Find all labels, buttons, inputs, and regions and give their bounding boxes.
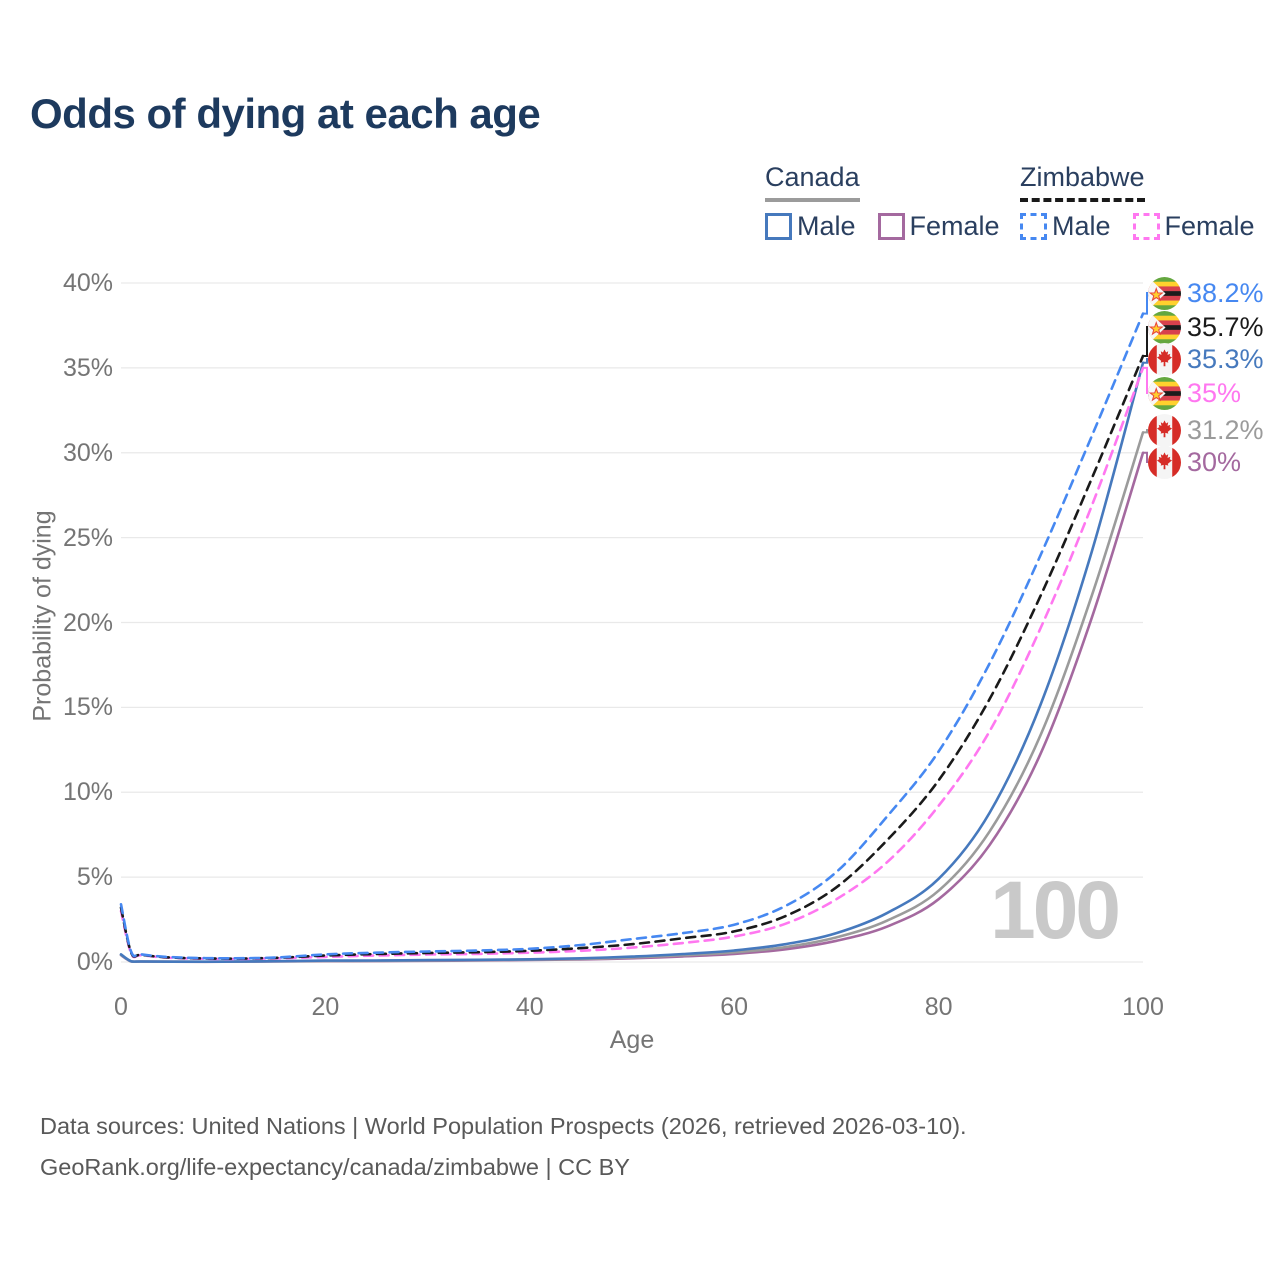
y-tick-label: 10% <box>62 778 113 807</box>
legend-swatch-canada_female[interactable] <box>877 213 905 240</box>
x-tick-label: 80 <box>924 993 953 1021</box>
legend-item-canada-male[interactable]: Male <box>765 211 856 242</box>
y-tick-label: 40% <box>62 269 113 297</box>
x-axis-title: Age <box>609 1026 655 1054</box>
legend-item-canada-female[interactable]: Female <box>877 211 1000 242</box>
footer-data-sources: Data sources: United Nations | World Pop… <box>40 1113 967 1139</box>
legend-country-zimbabwe: Zimbabwe <box>1020 162 1145 202</box>
legend-swatch-zimbabwe_male[interactable] <box>1020 213 1047 240</box>
footer: Data sources: United Nations | World Pop… <box>40 1106 967 1188</box>
series-line-canada_male <box>119 361 1145 963</box>
zimbabwe-flag-icon <box>1148 276 1181 310</box>
legend-label: Male <box>1052 211 1111 241</box>
end-label-canada_all: 31.2% <box>1148 413 1264 447</box>
x-tick-label: 20 <box>311 993 340 1021</box>
zimbabwe-flag-icon <box>1148 376 1181 410</box>
end-label-canada_male: 35.3% <box>1148 342 1264 376</box>
x-tick-label: 100 <box>1122 993 1164 1021</box>
y-tick-label: 35% <box>62 353 113 382</box>
page-title: Odds of dying at each age <box>30 90 541 137</box>
legend-label: Female <box>909 211 1000 241</box>
legend-group-canada: Canada Male Female <box>765 162 1022 242</box>
end-label-zimbabwe_female: 35% <box>1148 376 1241 410</box>
legend-label: Female <box>1164 211 1255 241</box>
end-label-value: 38.2% <box>1187 277 1264 308</box>
end-label-value: 35.7% <box>1187 311 1264 342</box>
end-label-value: 31.2% <box>1187 414 1264 445</box>
canada-flag-icon <box>1148 342 1181 376</box>
y-tick-label: 0% <box>76 948 113 976</box>
series-line-zimbabwe_female <box>119 366 1145 961</box>
series-line-zimbabwe_male <box>119 312 1145 960</box>
footer-attribution: GeoRank.org/life-expectancy/canada/zimba… <box>40 1154 630 1180</box>
series-line-zimbabwe_all <box>119 354 1145 960</box>
legend-label: Male <box>797 211 856 241</box>
end-label-value: 35.3% <box>1187 343 1264 374</box>
end-label-value: 30% <box>1187 446 1242 477</box>
x-tick-label: 60 <box>720 993 749 1021</box>
canada-flag-icon <box>1148 445 1181 479</box>
end-label-zimbabwe_all: 35.7% <box>1148 310 1264 344</box>
canada-flag-icon <box>1148 413 1181 447</box>
x-tick-label: 0 <box>114 993 128 1021</box>
legend-swatch-canada_male[interactable] <box>765 213 792 240</box>
end-label-zimbabwe_male: 38.2% <box>1148 276 1264 310</box>
age-counter-watermark: 100 <box>990 865 1121 956</box>
end-label-value: 35% <box>1187 377 1242 408</box>
legend-item-zimbabwe-female[interactable]: Female <box>1132 211 1255 242</box>
legend-swatch-zimbabwe_female[interactable] <box>1132 213 1160 240</box>
gridlines <box>121 282 1143 963</box>
end-label-canada_female: 30% <box>1148 445 1241 479</box>
y-tick-label: 30% <box>62 438 113 467</box>
y-tick-label: 5% <box>76 863 113 892</box>
y-tick-label: 20% <box>62 608 113 637</box>
legend-group-zimbabwe: Zimbabwe Male Female <box>1020 162 1277 242</box>
y-tick-label: 15% <box>62 693 113 722</box>
legend-country-canada: Canada <box>765 162 860 202</box>
series-lines <box>119 312 1145 964</box>
x-tick-label: 40 <box>515 993 544 1021</box>
zimbabwe-flag-icon <box>1148 310 1181 344</box>
y-tick-label: 25% <box>62 523 113 552</box>
legend-item-zimbabwe-male[interactable]: Male <box>1020 211 1111 242</box>
